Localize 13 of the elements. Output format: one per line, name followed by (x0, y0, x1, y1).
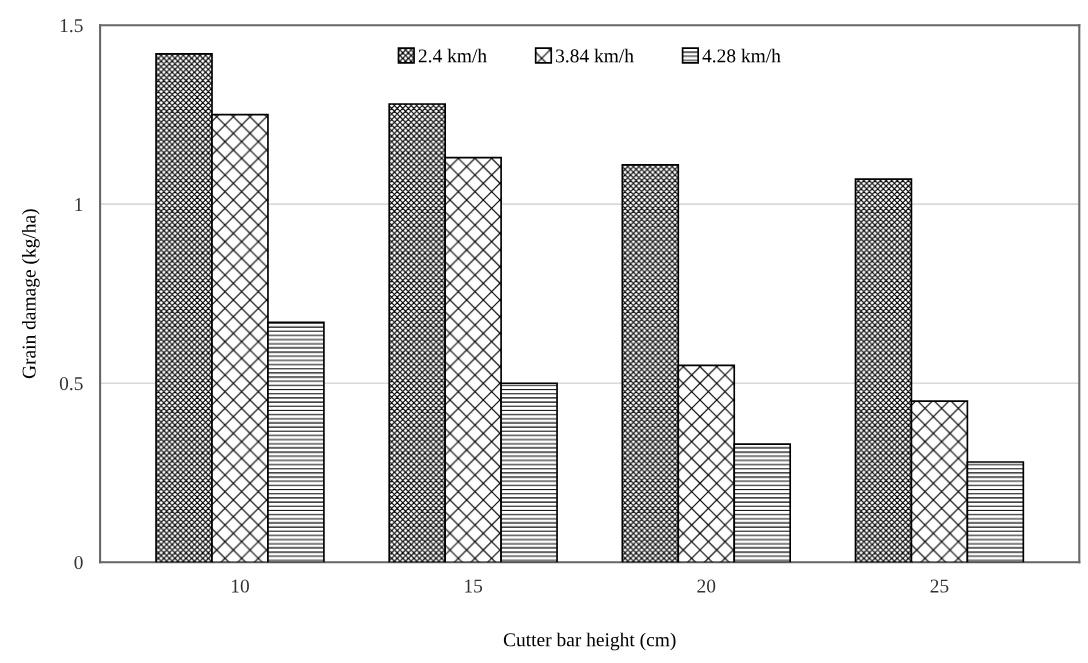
x-axis-title: Cutter bar height (cm) (503, 632, 676, 651)
y-tick-label: 0 (74, 556, 83, 570)
y-axis-title: Grain damage (kg/ha) (21, 209, 40, 379)
x-tick-label: 20 (697, 579, 716, 593)
y-tick-label: 1.5 (60, 19, 83, 33)
x-tick-label: 10 (231, 579, 249, 593)
y-tick-label: 1 (75, 198, 83, 211)
y-tick-label: 0.5 (59, 377, 83, 391)
x-tick-label: 25 (930, 579, 949, 593)
legend-label: 4.28 km/h (702, 48, 781, 63)
legend-label: 2.4 km/h (418, 48, 487, 63)
x-tick-label: 15 (465, 579, 483, 593)
legend-label: 3.84 km/h (556, 48, 634, 63)
